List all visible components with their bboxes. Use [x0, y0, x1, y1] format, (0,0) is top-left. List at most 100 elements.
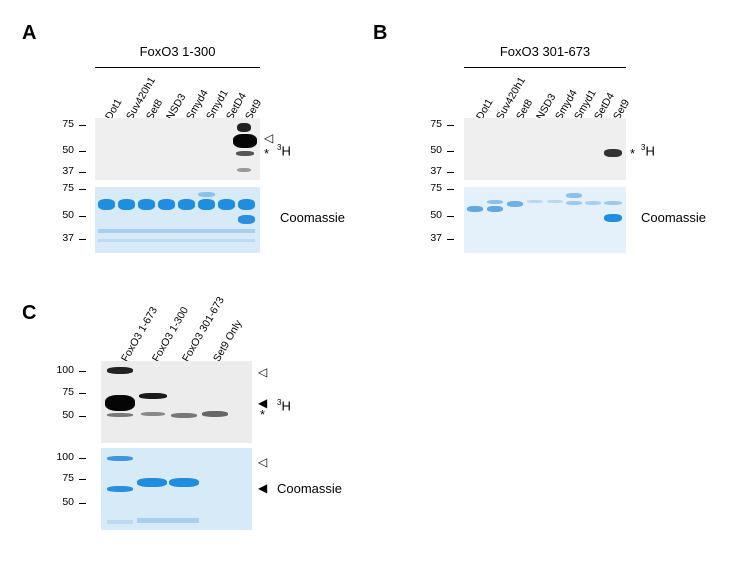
marker-tick: [79, 151, 86, 152]
panel-b-blot-marker-37: 37: [430, 165, 442, 177]
band-301-673: [171, 413, 197, 418]
set9-faint-band: [237, 168, 251, 172]
gel-band: [604, 214, 622, 222]
panel-a-header-rule: [95, 67, 260, 68]
open-arrow-icon: ◁: [264, 131, 274, 145]
gel-smear: [137, 518, 199, 523]
gel-band: [178, 199, 195, 210]
star-icon: *: [630, 146, 636, 161]
panel-c-coomassie-gel: [101, 448, 252, 530]
filled-arrow-icon: ◀: [258, 396, 268, 410]
marker-tick: [79, 125, 86, 126]
gel-band: [198, 192, 215, 197]
gel-band: [487, 200, 503, 204]
panel-c-blot-marker-100: 100: [56, 364, 74, 376]
gel-band: [566, 201, 582, 205]
marker-tick: [447, 216, 454, 217]
gel-band: [158, 199, 175, 210]
panel-c-gel-marker-50: 50: [62, 496, 74, 508]
panel-a-gel-marker-75: 75: [62, 182, 74, 194]
gel-band: [107, 486, 133, 492]
marker-tick: [447, 239, 454, 240]
marker-tick: [79, 239, 86, 240]
marker-tick: [79, 458, 86, 459]
band-1-673-lower: [107, 413, 133, 417]
gel-band: [137, 478, 167, 487]
set9-auto-band: [236, 151, 254, 156]
panel-b-gel-marker-37: 37: [430, 232, 442, 244]
band-set9-only: [202, 411, 228, 417]
panel-c-3h-label: 3H: [277, 398, 291, 414]
open-arrow-icon: ◁: [258, 455, 268, 469]
star-icon: *: [264, 146, 270, 161]
panel-b-coomassie-gel: [464, 187, 626, 253]
panel-letter-c: C: [22, 302, 37, 324]
marker-tick: [79, 479, 86, 480]
marker-tick: [447, 189, 454, 190]
gel-smear: [98, 239, 255, 242]
gel-smear: [98, 229, 255, 233]
gel-band: [604, 201, 622, 205]
marker-tick: [447, 125, 454, 126]
panel-b-header: FoxO3 301-673: [499, 44, 591, 59]
panel-b-gel-marker-50: 50: [430, 209, 442, 221]
gel-band: [467, 206, 483, 212]
set9-signal-band: [604, 149, 622, 157]
panel-c-lane-label: Set9 Only: [211, 318, 245, 364]
marker-tick: [79, 393, 86, 394]
gel-smear: [107, 520, 133, 524]
panel-b-gel-marker-75: 75: [430, 182, 442, 194]
marker-tick: [79, 189, 86, 190]
set9-signal-band: [233, 134, 257, 148]
gel-band: [238, 199, 255, 210]
panel-letter-a: A: [22, 22, 37, 44]
gel-band: [107, 456, 133, 461]
star-icon: *: [260, 407, 266, 422]
panel-a-coomassie-label: Coomassie: [280, 210, 346, 225]
panel-c-gel-marker-100: 100: [56, 451, 74, 463]
panel-a-gel-marker-37: 37: [62, 232, 74, 244]
gel-band: [138, 199, 155, 210]
marker-tick: [79, 416, 86, 417]
marker-tick: [79, 172, 86, 173]
gel-band: [527, 200, 543, 203]
band-1-300: [139, 393, 167, 399]
panel-a-blot-marker-37: 37: [62, 165, 74, 177]
panel-a-header: FoxO3 1-300: [139, 44, 216, 59]
gel-band: [487, 206, 503, 212]
panel-c-autoradiograph: [101, 361, 252, 443]
gel-band: [98, 199, 115, 210]
panel-a-blot-marker-75: 75: [62, 118, 74, 130]
gel-band: [507, 201, 523, 207]
band-1-300-lower: [141, 412, 165, 416]
gel-band: [566, 193, 582, 198]
gel-band: [118, 199, 135, 210]
panel-letter-b: B: [373, 22, 388, 44]
panel-a-coomassie-gel: [95, 187, 260, 253]
panel-b-header-rule: [464, 67, 626, 68]
marker-tick: [447, 151, 454, 152]
gel-band: [198, 199, 215, 210]
panel-a-blot-marker-50: 50: [62, 144, 74, 156]
panel-a-autoradiograph: [95, 118, 260, 180]
panel-a-gel-marker-50: 50: [62, 209, 74, 221]
gel-band: [218, 199, 235, 210]
panel-b-autoradiograph: [464, 118, 626, 180]
panel-c-blot-marker-50: 50: [62, 409, 74, 421]
marker-tick: [79, 216, 86, 217]
set9-upper-band: [237, 123, 251, 132]
gel-band: [585, 201, 601, 205]
filled-arrow-icon: ◀: [258, 481, 268, 495]
gel-band: [238, 215, 255, 224]
marker-tick: [79, 503, 86, 504]
gel-band: [169, 478, 199, 487]
panel-c-blot-marker-75: 75: [62, 386, 74, 398]
marker-tick: [447, 172, 454, 173]
marker-tick: [79, 371, 86, 372]
panel-b-blot-marker-50: 50: [430, 144, 442, 156]
panel-b-blot-marker-75: 75: [430, 118, 442, 130]
panel-c-gel-marker-75: 75: [62, 472, 74, 484]
panel-c-coomassie-label: Coomassie: [277, 481, 343, 496]
open-arrow-icon: ◁: [258, 365, 268, 379]
panel-b-coomassie-label: Coomassie: [641, 210, 707, 225]
